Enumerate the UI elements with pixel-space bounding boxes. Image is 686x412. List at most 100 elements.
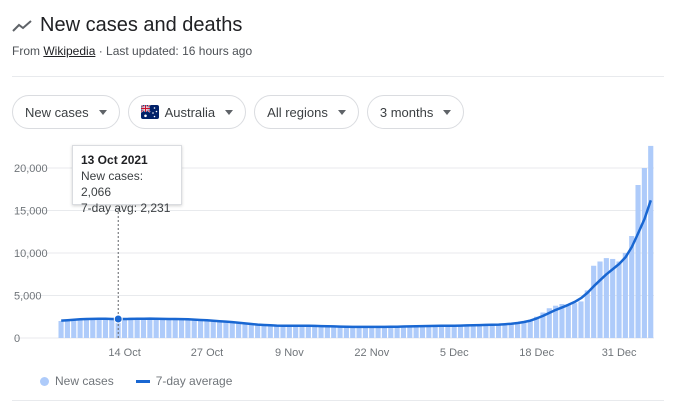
bar (476, 324, 483, 338)
bar (565, 304, 571, 338)
tooltip-date: 13 Oct 2021 (81, 153, 148, 167)
bar (324, 326, 330, 338)
bar (318, 326, 324, 338)
bar (71, 319, 77, 338)
bar (635, 185, 641, 338)
bar (217, 321, 223, 338)
bar (191, 319, 197, 338)
bar (553, 305, 559, 338)
wikipedia-link[interactable]: Wikipedia (43, 44, 96, 58)
bar (356, 326, 362, 338)
bar (223, 321, 229, 338)
bar (140, 318, 147, 338)
bar (337, 326, 343, 338)
x-tick-label: 9 Nov (275, 347, 304, 359)
caret-down-icon (443, 109, 452, 115)
caret-down-icon (337, 109, 346, 115)
bar (312, 326, 318, 338)
bar (394, 326, 400, 338)
y-tick-label: 20,000 (14, 163, 48, 175)
x-tick-label: 22 Nov (354, 347, 389, 359)
bar (648, 145, 654, 338)
x-tick-label: 18 Dec (519, 347, 554, 359)
bar (305, 325, 311, 338)
bar (261, 325, 267, 338)
caret-down-icon (225, 109, 234, 115)
bar (597, 261, 603, 338)
y-tick-label: 0 (14, 333, 20, 345)
bar (350, 326, 356, 338)
bar (204, 320, 210, 338)
range-dropdown[interactable]: 3 months (366, 95, 465, 129)
bar (274, 326, 280, 338)
bar (413, 325, 419, 338)
y-tick-label: 10,000 (14, 248, 48, 260)
legend-dot-icon (40, 376, 49, 386)
bar (90, 318, 96, 338)
bar (375, 326, 381, 338)
average-line (61, 199, 652, 329)
bar (109, 318, 115, 338)
filter-chips: New cases Australia All regions 3 months (12, 95, 472, 129)
caret-down-icon (98, 109, 107, 115)
bar (584, 290, 590, 338)
bar (438, 325, 445, 338)
bar (210, 321, 216, 338)
bottom-divider (12, 400, 664, 401)
x-tick-label: 27 Oct (191, 347, 223, 359)
bar (159, 318, 166, 338)
bar (508, 323, 514, 338)
bar (166, 318, 172, 338)
bar (77, 318, 83, 338)
range-label: 3 months (379, 104, 434, 120)
y-tick-label: 15,000 (14, 206, 48, 218)
bar (432, 325, 438, 338)
bar (616, 261, 622, 338)
bar (286, 326, 292, 338)
bar (197, 320, 204, 338)
bar (559, 304, 565, 338)
bar (603, 258, 609, 338)
bar (540, 312, 546, 338)
bar (255, 325, 261, 338)
bar (381, 326, 388, 338)
bar (343, 327, 349, 338)
bar (267, 325, 273, 338)
bar (451, 326, 457, 338)
bar (464, 324, 470, 338)
bar (521, 321, 527, 338)
bar (83, 318, 90, 338)
bar (299, 326, 305, 338)
bar (172, 318, 178, 338)
bar (502, 323, 508, 338)
bar (407, 325, 413, 338)
region-label: All regions (267, 104, 328, 120)
bar (445, 325, 451, 338)
bar (121, 318, 128, 338)
bar (229, 322, 235, 338)
region-dropdown[interactable]: All regions (254, 95, 359, 129)
bar (489, 324, 495, 338)
page-title: New cases and deaths (40, 14, 243, 36)
legend-average: 7-day average (155, 374, 233, 388)
bar (362, 326, 368, 338)
bar (102, 318, 109, 338)
bar (293, 325, 299, 338)
bar (147, 318, 153, 338)
tooltip-avg: 7-day avg: 2,231 (81, 201, 171, 215)
bar (457, 325, 464, 338)
bar (58, 321, 64, 338)
title-row: New cases and deaths (12, 14, 242, 37)
bar (248, 324, 254, 338)
bar (622, 253, 628, 338)
bar (96, 317, 102, 338)
bar (515, 322, 521, 338)
bar (134, 318, 140, 338)
metric-label: New cases (25, 104, 89, 120)
legend-new-cases: New cases (55, 374, 114, 388)
hover-point (113, 314, 123, 324)
x-tick-label: 14 Oct (108, 347, 140, 359)
country-dropdown[interactable]: Australia (127, 95, 247, 129)
legend-line-icon (135, 379, 150, 383)
metric-dropdown[interactable]: New cases (12, 95, 120, 129)
